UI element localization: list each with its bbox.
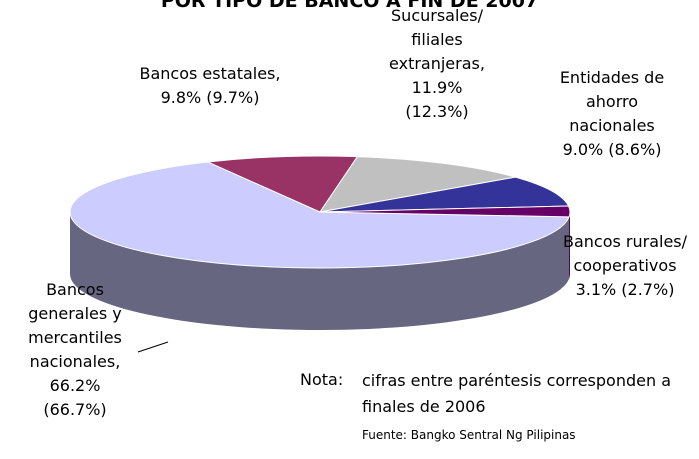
note: cifras entre paréntesis corresponden a f… bbox=[362, 371, 671, 416]
slice-label: Bancos estatales, 9.8% (9.7%) bbox=[135, 62, 285, 110]
pie-side bbox=[569, 212, 570, 279]
pie-slice bbox=[319, 205, 571, 218]
value-label: 66.2% (66.7%) bbox=[43, 376, 107, 419]
slice-label: Sucursales/ filiales extranjeras, 11.9% (… bbox=[367, 4, 507, 124]
source: Fuente: Bangko Sentral Ng Pilipinas bbox=[362, 428, 576, 442]
pie-slice bbox=[205, 155, 359, 213]
category-label: Entidades de ahorro nacionales bbox=[559, 68, 665, 135]
pie-slice bbox=[318, 156, 516, 213]
category-label: Bancos rurales/ cooperativos bbox=[562, 232, 688, 275]
value-label: 9.0% (8.6%) bbox=[562, 140, 662, 159]
slice-label: Bancos rurales/ cooperativos 3.1% (2.7%) bbox=[560, 230, 690, 302]
category-label: Bancos estatales, bbox=[139, 64, 281, 83]
slice-label: Bancos generales y mercantiles nacionale… bbox=[10, 278, 140, 422]
value-label: 9.8% (9.7%) bbox=[160, 88, 260, 107]
leader-line bbox=[137, 341, 169, 353]
value-label: 3.1% (2.7%) bbox=[575, 280, 675, 299]
category-label: Sucursales/ filiales extranjeras, bbox=[389, 6, 485, 73]
chart-title: POR TIPO DE BANCO A FIN DE 2007 bbox=[160, 0, 539, 12]
category-label: Bancos generales y mercantiles nacionale… bbox=[28, 280, 122, 371]
pie-slice bbox=[69, 161, 570, 269]
pie-slice bbox=[319, 176, 570, 213]
value-label: 11.9% (12.3%) bbox=[405, 78, 469, 121]
pie-side bbox=[70, 212, 570, 330]
note-label: Nota: bbox=[300, 370, 344, 389]
slice-label: Entidades de ahorro nacionales 9.0% (8.6%… bbox=[547, 66, 677, 162]
